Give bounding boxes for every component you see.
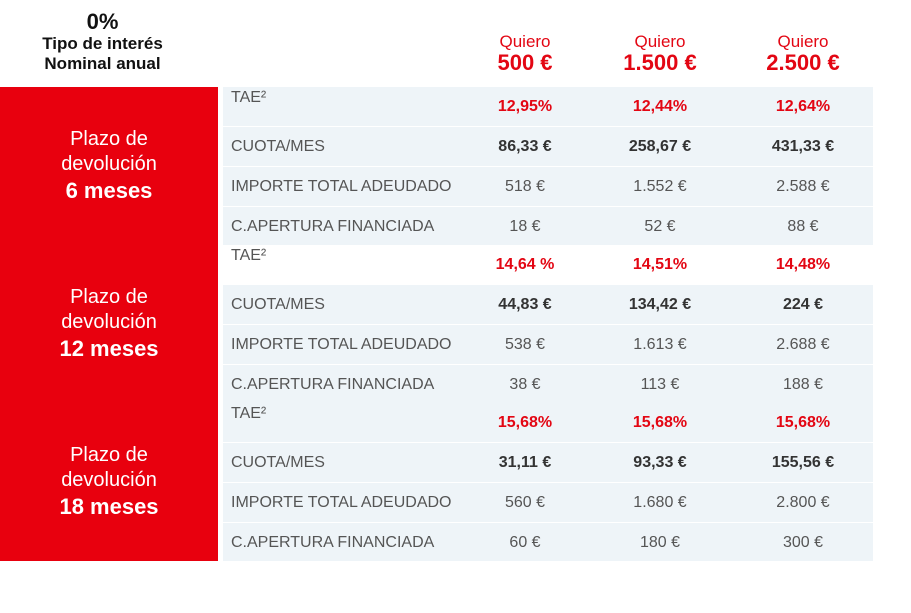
term-block-18-months: Plazo de devolución 18 meses TAE² 15,68%… xyxy=(0,403,911,561)
row-label: CUOTA/MES xyxy=(231,138,325,155)
table-cell: 538 € xyxy=(504,336,546,353)
table-row-importe: IMPORTE TOTAL ADEUDADO 538 € 1.613 € 2.6… xyxy=(223,325,873,365)
column-header-quiero: Quiero xyxy=(777,32,829,51)
table-row-cuota: CUOTA/MES 31,11 € 93,33 € 155,56 € xyxy=(223,443,873,483)
table-cell: 300 € xyxy=(782,534,824,551)
table-cell: 14,48% xyxy=(775,256,831,273)
column-header-amount: 1.500 € xyxy=(623,50,697,75)
row-label: C.APERTURA FINANCIADA xyxy=(231,218,435,235)
interest-rate-header: 0% Tipo de interés Nominal anual xyxy=(0,10,205,74)
column-header-2500: Quiero 2.500 € xyxy=(728,32,878,74)
table-cell: 12,95% xyxy=(497,98,553,115)
column-header-amount: 500 € xyxy=(497,50,553,75)
term-months: 6 meses xyxy=(65,178,153,203)
row-label: C.APERTURA FINANCIADA xyxy=(231,534,435,551)
table-cell: 431,33 € xyxy=(771,138,835,155)
table-row-cuota: CUOTA/MES 86,33 € 258,67 € 431,33 € xyxy=(223,127,873,167)
column-header-quiero: Quiero xyxy=(634,32,686,51)
table-cell: 258,67 € xyxy=(628,138,692,155)
table-cell: 155,56 € xyxy=(771,454,835,471)
interest-rate-label-1: Tipo de interés xyxy=(42,34,163,53)
term-label-line1: Plazo de xyxy=(70,444,148,466)
term-label-line1: Plazo de xyxy=(70,286,148,308)
table-cell: 86,33 € xyxy=(498,138,552,155)
row-label: TAE² xyxy=(231,247,267,264)
term-label-line1: Plazo de xyxy=(70,128,148,150)
column-header-quiero: Quiero xyxy=(499,32,551,51)
table-row-importe: IMPORTE TOTAL ADEUDADO 518 € 1.552 € 2.5… xyxy=(223,167,873,207)
table-cell: 14,51% xyxy=(632,256,688,273)
table-cell: 14,64 % xyxy=(495,256,555,273)
term-label-line2: devolución xyxy=(61,469,157,491)
term-rows: TAE² 12,95% 12,44% 12,64% CUOTA/MES 86,3… xyxy=(223,87,873,245)
table-cell: 18 € xyxy=(509,218,541,235)
interest-rate-value: 0% xyxy=(86,9,119,34)
row-label: IMPORTE TOTAL ADEUDADO xyxy=(231,178,452,195)
term-months: 18 meses xyxy=(59,494,159,519)
table-cell: 52 € xyxy=(644,218,676,235)
row-label: CUOTA/MES xyxy=(231,454,325,471)
table-cell: 224 € xyxy=(782,296,824,313)
table-cell: 1.680 € xyxy=(633,494,687,511)
interest-rate-label-2: Nominal anual xyxy=(44,54,161,73)
column-header-1500: Quiero 1.500 € xyxy=(585,32,735,74)
table-cell: 12,64% xyxy=(775,98,831,115)
table-row-tae: TAE² 15,68% 15,68% 15,68% xyxy=(223,403,873,443)
table-cell: 44,83 € xyxy=(498,296,552,313)
table-row-apertura: C.APERTURA FINANCIADA 38 € 113 € 188 € xyxy=(223,365,873,404)
table-row-cuota: CUOTA/MES 44,83 € 134,42 € 224 € xyxy=(223,285,873,325)
table-cell: 134,42 € xyxy=(628,296,692,313)
table-cell: 518 € xyxy=(504,178,546,195)
table-row-tae: TAE² 14,64 % 14,51% 14,48% xyxy=(223,245,873,285)
term-block-6-months: Plazo de devolución 6 meses TAE² 12,95% … xyxy=(0,87,911,245)
term-rows: TAE² 15,68% 15,68% 15,68% CUOTA/MES 31,1… xyxy=(223,403,873,561)
table-cell: 188 € xyxy=(782,376,824,393)
table-cell: 1.552 € xyxy=(633,178,687,195)
row-label: CUOTA/MES xyxy=(231,296,325,313)
table-cell: 31,11 € xyxy=(498,454,552,471)
column-header-500: Quiero 500 € xyxy=(450,32,600,74)
table-cell: 60 € xyxy=(509,534,541,551)
table-cell: 15,68% xyxy=(775,414,831,431)
table-cell: 2.800 € xyxy=(776,494,830,511)
table-cell: 38 € xyxy=(509,376,541,393)
column-header-amount: 2.500 € xyxy=(766,50,840,75)
table-row-apertura: C.APERTURA FINANCIADA 18 € 52 € 88 € xyxy=(223,207,873,246)
table-cell: 180 € xyxy=(639,534,681,551)
table-cell: 12,44% xyxy=(632,98,688,115)
row-label: TAE² xyxy=(231,89,267,106)
table-cell: 2.688 € xyxy=(776,336,830,353)
table-cell: 560 € xyxy=(504,494,546,511)
table-cell: 113 € xyxy=(640,376,680,393)
table-cell: 15,68% xyxy=(632,414,688,431)
row-label: C.APERTURA FINANCIADA xyxy=(231,376,435,393)
table-cell: 88 € xyxy=(787,218,819,235)
term-block-12-months: Plazo de devolución 12 meses TAE² 14,64 … xyxy=(0,245,911,403)
table-row-apertura: C.APERTURA FINANCIADA 60 € 180 € 300 € xyxy=(223,523,873,562)
row-label: TAE² xyxy=(231,405,267,422)
table-cell: 93,33 € xyxy=(633,454,687,471)
term-months: 12 meses xyxy=(59,336,159,361)
table-row-importe: IMPORTE TOTAL ADEUDADO 560 € 1.680 € 2.8… xyxy=(223,483,873,523)
term-label: Plazo de devolución 12 meses xyxy=(0,245,218,403)
term-label: Plazo de devolución 6 meses xyxy=(0,87,218,245)
term-label: Plazo de devolución 18 meses xyxy=(0,403,218,561)
term-rows: TAE² 14,64 % 14,51% 14,48% CUOTA/MES 44,… xyxy=(223,245,873,403)
row-label: IMPORTE TOTAL ADEUDADO xyxy=(231,336,452,353)
term-label-line2: devolución xyxy=(61,311,157,333)
table-row-tae: TAE² 12,95% 12,44% 12,64% xyxy=(223,87,873,127)
term-label-line2: devolución xyxy=(61,153,157,175)
table-cell: 15,68% xyxy=(497,414,553,431)
row-label: IMPORTE TOTAL ADEUDADO xyxy=(231,494,452,511)
table-cell: 1.613 € xyxy=(633,336,687,353)
table-cell: 2.588 € xyxy=(776,178,830,195)
